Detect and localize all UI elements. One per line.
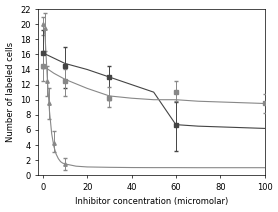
X-axis label: Inhibitor concentration (micromolar): Inhibitor concentration (micromolar) xyxy=(75,197,228,206)
Y-axis label: Number of labeled cells: Number of labeled cells xyxy=(6,42,14,142)
